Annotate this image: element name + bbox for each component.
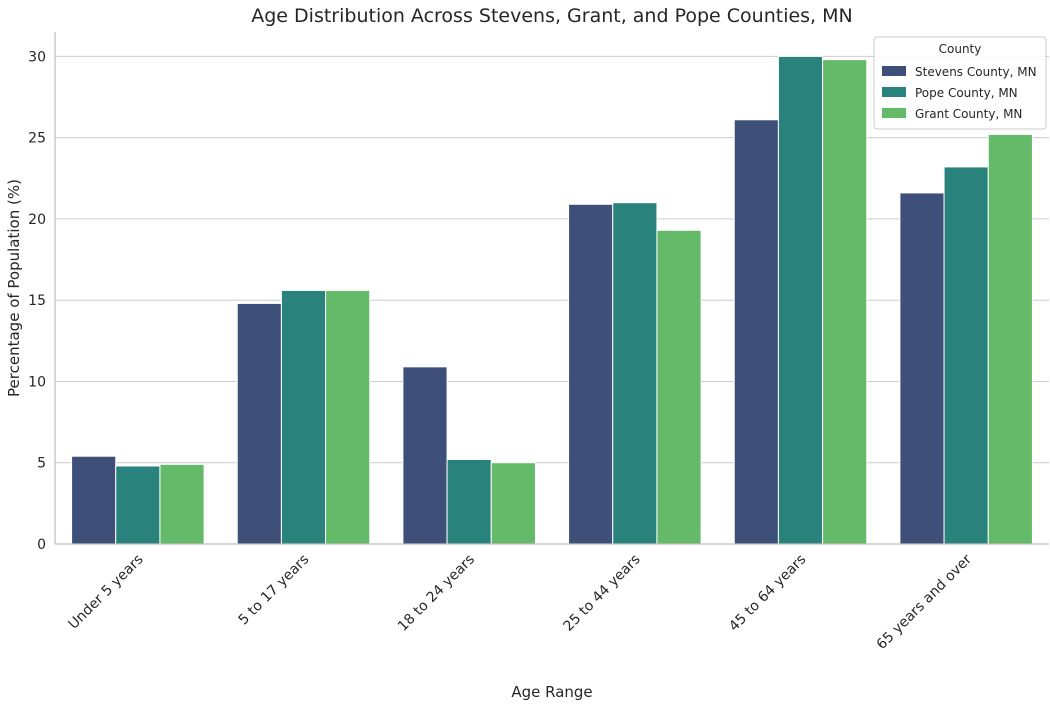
bar-pope-county-mn-5 [943,166,989,545]
axis-spines [54,32,1049,545]
bar-pope-county-mn-4 [777,55,824,545]
bar-grant-county-mn-2 [490,462,536,545]
bar-stevens-county-mn-5 [899,192,945,545]
bar-stevens-county-mn-0 [71,455,117,545]
y-gridlines [55,55,1049,464]
bar-pope-county-mn-1 [280,289,327,545]
legend-entry: Pope County, MN [915,86,1018,100]
bar-stevens-county-mn-2 [402,366,448,545]
legend-title: County [939,42,982,56]
bar-pope-county-mn-2 [446,458,492,545]
y-tick-label: 20 [28,212,46,228]
x-tick-label: 25 to 44 years [561,552,644,635]
y-tick-label: 15 [28,293,46,309]
y-tick-label: 5 [37,456,46,472]
bar-stevens-county-mn-1 [236,302,282,545]
x-tick-labels: Under 5 years 5 to 17 years 18 to 24 years… [66,551,976,652]
legend-entry: Stevens County, MN [915,65,1037,79]
bar-series [71,55,1033,545]
bar-stevens-county-mn-4 [733,119,779,545]
bar-stevens-county-mn-3 [568,203,614,545]
x-tick-label: 5 to 17 years [235,552,312,629]
x-tick-label: 18 to 24 years [395,552,478,635]
y-tick-label: 0 [37,537,46,553]
chart-title: Age Distribution Across Stevens, Grant, … [251,5,853,27]
bar-pope-county-mn-3 [612,202,658,545]
legend-swatch [882,66,906,76]
legend-frame [873,36,1047,130]
y-axis-label: Percentage of Population (%) [5,179,23,397]
y-tick-label: 25 [28,131,46,147]
y-tick-label: 10 [28,374,46,390]
x-axis-label: Age Range [511,683,592,701]
bar-grant-county-mn-3 [656,229,702,545]
bar-grant-county-mn-5 [987,133,1033,545]
bar-pope-county-mn-0 [115,465,161,545]
bar-grant-county-mn-0 [159,463,205,545]
x-tick-label: 45 to 64 years [726,552,809,635]
bar-grant-county-mn-1 [325,289,371,545]
legend-swatch [882,108,906,118]
legend: County Stevens County, MN Pope County, MN G… [873,36,1047,130]
y-tick-label: 30 [28,49,46,65]
legend-entry: Grant County, MN [915,107,1022,121]
x-tick-label: 65 years and over [874,551,975,652]
y-tick-labels: 0 5 10 15 20 25 30 [28,49,46,553]
x-tick-label: Under 5 years [66,552,147,633]
bar-grant-county-mn-4 [822,59,868,545]
legend-swatch [882,87,906,97]
